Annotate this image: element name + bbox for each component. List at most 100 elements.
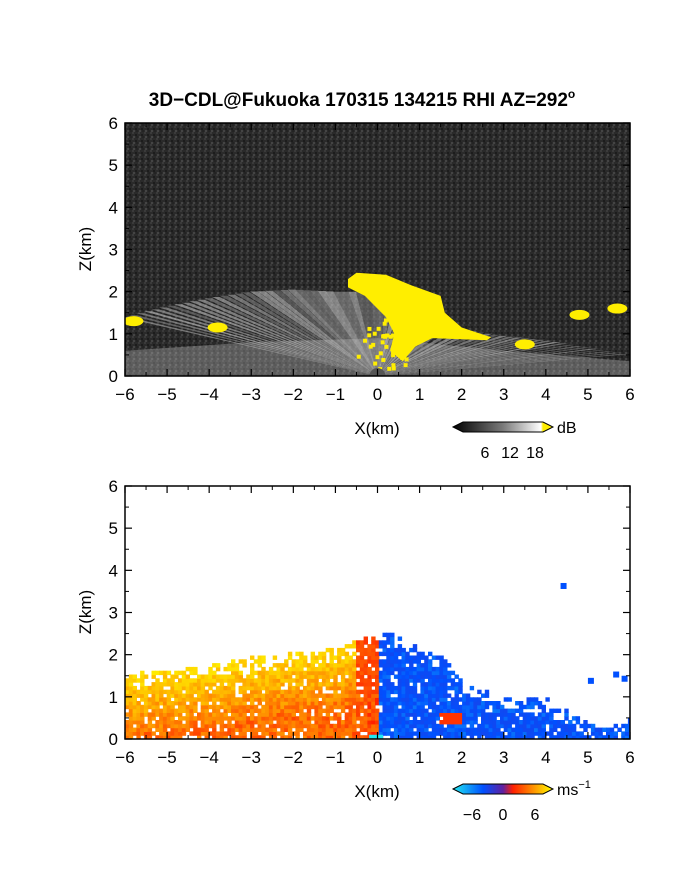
velocity-cell [348,655,353,660]
velocity-cell [496,708,501,713]
velocity-cell [363,663,368,668]
velocity-cell [571,723,577,729]
velocity-cell [212,701,217,706]
velocity-cell [178,723,183,729]
velocity-cell [443,682,448,687]
velocity-xlabel: X(km) [354,782,399,801]
velocity-cell [503,708,509,713]
velocity-cell [136,704,141,710]
velocity-cell [155,689,160,695]
velocity-cell [257,712,262,717]
velocity-cell [314,666,319,672]
velocity-cell [401,659,406,664]
velocity-cell [378,678,384,683]
velocity-cell [477,735,482,739]
velocity-cell [534,720,539,725]
velocity-cell [215,663,221,668]
velocity-cell [257,708,262,713]
velocity-cell [257,674,262,679]
velocity-cell [465,704,471,710]
velocity-cell [227,685,232,691]
velocity-cell [132,678,137,683]
velocity-cell [257,716,262,721]
velocity-cell [185,727,190,732]
velocity-cell [212,697,217,702]
velocity-cell [359,666,365,672]
velocity-cell [125,712,130,717]
velocity-cell [303,659,308,664]
velocity-cell [234,708,240,713]
velocity-cell [238,712,243,717]
velocity-cell [268,693,274,698]
backscatter-ray [377,350,606,376]
velocity-cell [287,666,293,672]
velocity-cell [450,708,456,713]
velocity-cell [412,701,418,706]
velocity-cell [242,731,247,736]
velocity-cell [382,712,387,717]
velocity-cell [473,697,478,702]
backscatter-y-tick-label: 1 [109,325,118,344]
velocity-cell [367,670,372,676]
velocity-cell [367,682,372,687]
velocity-cell [340,697,346,702]
velocity-cell [420,693,425,698]
velocity-cell [223,735,228,739]
velocity-cell [170,727,175,732]
velocity-cell [318,712,323,717]
velocity-cell [428,731,433,736]
velocity-cell [416,663,421,668]
velocity-cell [303,701,308,706]
velocity-cell [284,689,289,695]
velocity-cell [526,704,531,710]
velocity-cell [401,647,406,653]
velocity-cell [443,727,448,732]
velocity-cell [405,666,410,672]
velocity-cell [481,731,486,736]
velocity-cell [287,670,293,676]
velocity-cell [492,731,497,736]
velocity-cell [204,704,209,710]
velocity-cell [284,720,289,725]
velocity-cell [443,731,448,736]
velocity-cell [227,663,232,668]
velocity-cell [295,689,300,695]
velocity-cell [348,659,353,664]
velocity-cell [159,701,164,706]
velocity-cell [329,697,334,702]
velocity-cell [401,697,406,702]
velocity-cell [446,735,452,739]
velocity-cell [405,693,410,698]
velocity-cell [571,716,577,721]
velocity-cell [299,701,304,706]
backscatter-ray [377,339,538,376]
backscatter-ray [340,291,378,376]
velocity-cell [386,697,391,702]
velocity-cell [378,663,384,668]
velocity-cell [568,731,573,736]
velocity-cell [541,716,546,721]
velocity-cell [545,697,550,702]
velocity-cell [272,697,278,702]
velocity-cell [325,647,331,653]
velocity-cell [435,693,440,698]
velocity-isolated-echo [560,582,567,589]
velocity-cell [159,682,164,687]
velocity-cell [166,682,172,687]
velocity-cell [272,712,278,717]
velocity-cell [234,716,240,721]
velocity-cell [128,723,134,729]
velocity-cell [435,678,440,683]
velocity-x-tick-label: −2 [284,748,303,767]
velocity-cell [136,735,141,739]
velocity-cell [204,731,209,736]
velocity-cell [219,693,225,698]
velocity-cell [424,712,429,717]
velocity-cell [412,655,418,660]
velocity-cell [174,723,179,729]
velocity-cell [310,678,315,683]
velocity-cell [318,735,323,739]
velocity-cell [303,716,308,721]
velocity-cell [534,697,539,702]
